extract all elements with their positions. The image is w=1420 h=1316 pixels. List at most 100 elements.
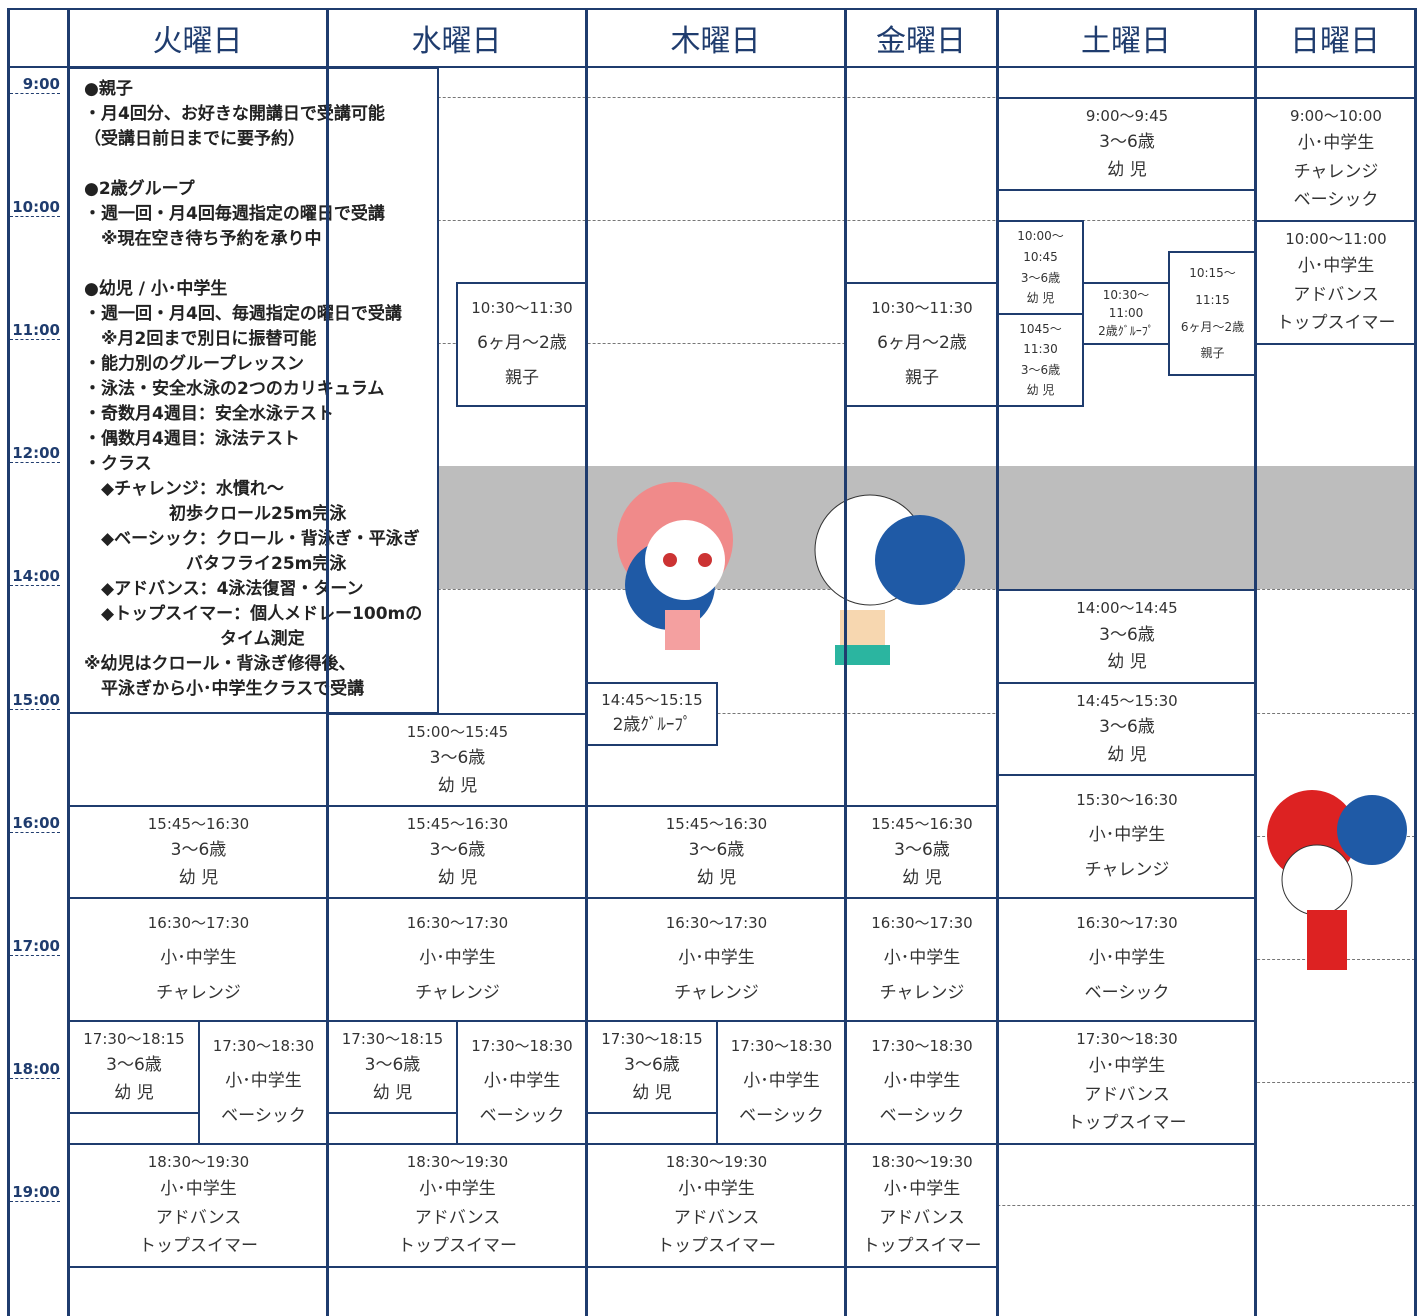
block-text: アドバンス — [1293, 284, 1379, 305]
block-text: 10:30〜 — [1102, 288, 1150, 303]
note-line: ・能力別のグループレッスン — [84, 354, 304, 374]
block-text: アドバンス — [155, 1207, 242, 1228]
block-text: チャレンジ — [879, 982, 965, 1003]
block-text: 3〜6歳 — [688, 840, 745, 861]
block-text: 3〜6歳 — [106, 1055, 162, 1076]
block-text: 幼 児 — [902, 867, 942, 888]
note-line: ・泳法・安全水泳の2つのカリキュラム — [84, 379, 385, 399]
block-text: ベーシック — [1084, 982, 1170, 1003]
block-text: 9:00〜9:45 — [1085, 106, 1169, 125]
block-text: ベーシック — [739, 1105, 824, 1126]
note-line: ・週一回・月4回毎週指定の曜日で受講 — [84, 204, 385, 224]
block-text: 10:00〜11:00 — [1285, 230, 1387, 249]
block-text: 15:30〜16:30 — [1076, 791, 1178, 810]
grid-hline — [8, 8, 1415, 10]
block-text: 16:30〜17:30 — [1076, 914, 1178, 933]
block-text: 17:30〜18:15 — [83, 1029, 185, 1048]
block-text: 16:30〜17:30 — [147, 914, 250, 933]
block-text: チャレンジ — [1084, 859, 1170, 880]
block-text: 3〜6歳 — [1099, 132, 1155, 153]
notes-box: ●親子 ・月4回分、お好きな開講日で受講可能 （受講日前日までに要予約） ●2歳グルー… — [68, 67, 439, 714]
block-text: チャレンジ — [156, 982, 241, 1003]
block-text: 3〜6歳 — [1099, 717, 1155, 738]
note-line: ※幼児はクロール・背泳ぎ修得後、 — [84, 654, 356, 674]
class-block: 16:30〜17:30 小･中学生 チャレンジ — [586, 897, 847, 1022]
class-block: 16:30〜17:30 小･中学生 チャレンジ — [327, 897, 588, 1022]
block-text: 小･中学生 — [160, 1179, 237, 1200]
block-text: 親子 — [505, 367, 539, 388]
note-line: 平泳ぎから小･中学生クラスで受講 — [84, 679, 365, 699]
note-line: ●2歳グループ — [84, 179, 195, 199]
class-block: 10:00〜 10:45 3〜6歳幼 児 — [997, 220, 1084, 315]
time-label: 15:00 — [10, 691, 60, 710]
class-block: 17:30〜18:15 3〜6歳幼 児 — [327, 1020, 458, 1114]
day-header: 日曜日 — [1290, 23, 1380, 59]
block-text: トップスイマー — [1276, 312, 1396, 333]
block-text: 11:30 — [1023, 342, 1058, 357]
day-header: 金曜日 — [876, 23, 966, 59]
block-text: 11:00 — [1108, 306, 1144, 321]
note-line: ◆アドバンス：4泳法復習・ターン — [84, 579, 364, 599]
time-label: 18:00 — [10, 1060, 60, 1079]
grid-vline — [326, 8, 329, 1316]
block-text: トップスイマー — [657, 1235, 776, 1256]
block-text: 幼 児 — [1107, 652, 1147, 673]
block-text: 17:30〜18:15 — [341, 1029, 444, 1048]
note-line: （受講日前日までに要予約） — [84, 129, 305, 149]
block-text: 6ヶ月〜2歳 — [1180, 319, 1245, 334]
block-text: チャレンジ — [1293, 161, 1379, 182]
hour-line — [68, 343, 1415, 344]
block-text: 小･中学生 — [743, 1070, 820, 1091]
day-header: 火曜日 — [152, 23, 243, 59]
block-text: 2歳ｸﾞﾙｰﾌﾟ — [612, 715, 692, 736]
block-text: 幼 児 — [1107, 159, 1147, 180]
block-text: ベーシック — [479, 1105, 565, 1126]
block-text: 3〜6歳 — [429, 748, 486, 769]
time-label: 14:00 — [10, 567, 60, 586]
grid-vline — [996, 8, 999, 1316]
block-text: 3〜6歳 — [170, 840, 227, 861]
block-text: 3〜6歳 — [429, 840, 486, 861]
class-block: 14:45〜15:15 2歳ｸﾞﾙｰﾌﾟ — [586, 682, 718, 746]
class-block: 10:30〜11:30 6ヶ月〜2歳 親子 — [456, 282, 588, 407]
grid-vline — [1414, 8, 1417, 1316]
block-text: 小･中学生 — [1088, 1056, 1166, 1077]
block-text: 10:15〜 — [1189, 266, 1236, 281]
block-text: 小･中学生 — [883, 947, 961, 968]
class-block: 1045〜 11:30 3〜6歳幼 児 — [997, 313, 1084, 407]
block-text: 16:30〜17:30 — [665, 914, 768, 933]
note-line: 初歩クロール25m完泳 — [84, 504, 347, 524]
class-block: 17:30〜18:15 3〜6歳幼 児 — [586, 1020, 718, 1114]
time-label: 12:00 — [10, 444, 60, 463]
block-text: 10:45 — [1023, 249, 1058, 264]
block-text: 小･中学生 — [419, 947, 496, 968]
class-block: 9:00〜9:45 3〜6歳幼 児 — [997, 97, 1257, 191]
block-text: 6ヶ月〜2歳 — [477, 332, 567, 353]
note-line: ●幼児 / 小･中学生 — [84, 279, 228, 299]
day-header: 木曜日 — [670, 23, 761, 59]
block-text: ベーシック — [879, 1105, 965, 1126]
block-text: 3〜6歳 — [1020, 270, 1061, 285]
block-text: 9:00〜10:00 — [1290, 107, 1382, 126]
block-text: 3〜6歳 — [894, 840, 950, 861]
block-text: 14:00〜14:45 — [1076, 598, 1178, 617]
block-text: 10:00〜 — [1017, 229, 1064, 244]
class-block: 17:30〜18:30 小･中学生 ベーシック — [456, 1020, 588, 1145]
note-line: ※月2回まで別日に振替可能 — [84, 329, 317, 349]
class-block: 14:00〜14:45 3〜6歳幼 児 — [997, 589, 1257, 684]
block-text: 親子 — [905, 367, 939, 388]
class-block: 18:30〜19:30 小･中学生 アドバンス トップスイマー — [68, 1143, 329, 1268]
block-text: 小･中学生 — [678, 1179, 755, 1200]
note-line: ・クラス — [84, 454, 152, 474]
block-text: 3〜6歳 — [1099, 624, 1155, 645]
hour-line — [68, 97, 1415, 98]
time-label: 10:00 — [10, 198, 60, 217]
class-block: 17:30〜18:30 小･中学生 ベーシック — [845, 1020, 999, 1145]
note-line: ●親子 — [84, 79, 133, 99]
block-text: トップスイマー — [398, 1235, 517, 1256]
grid-vline — [67, 8, 70, 1316]
note-line: ◆ベーシック：クロール・背泳ぎ・平泳ぎ — [84, 529, 420, 549]
note-line: ・偶数月4週目：泳法テスト — [84, 429, 300, 449]
note-line: ※現在空き待ち予約を承り中 — [84, 229, 322, 249]
